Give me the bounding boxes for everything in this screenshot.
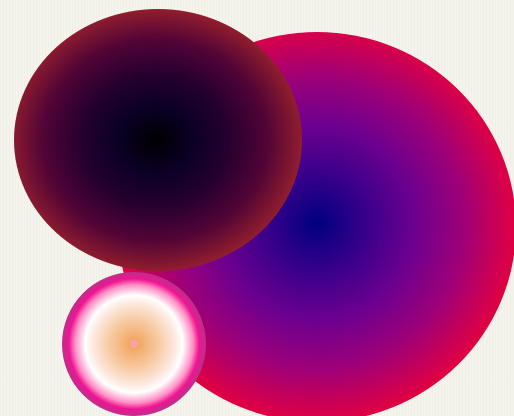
small-radial-blob xyxy=(62,272,206,416)
dark-radial-blob xyxy=(14,9,302,271)
